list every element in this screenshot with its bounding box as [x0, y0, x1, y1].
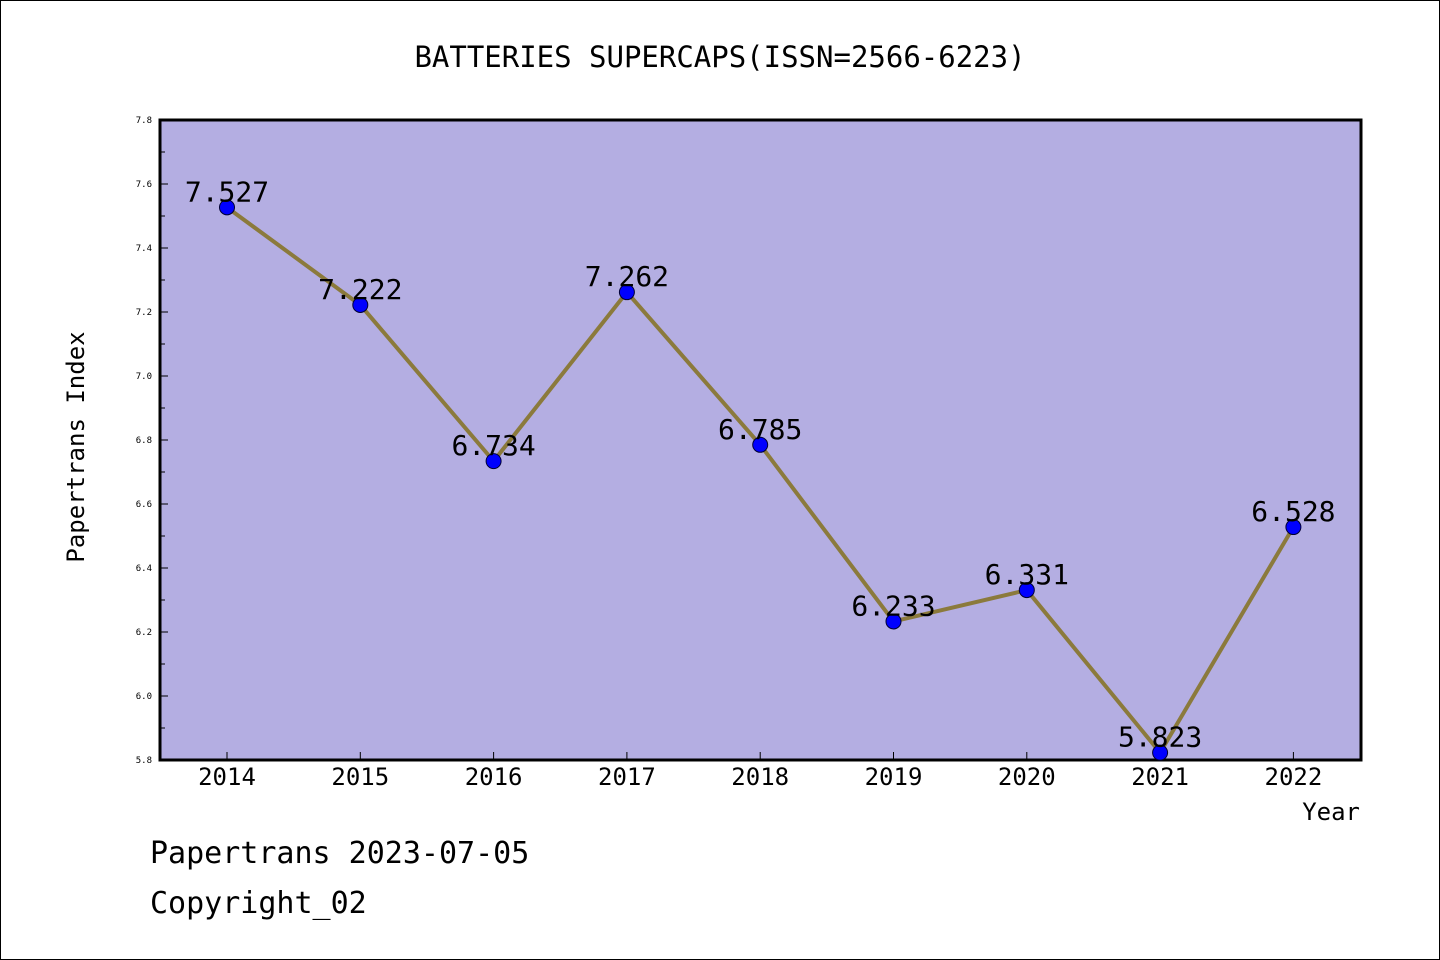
data-point	[352, 296, 369, 313]
data-point	[885, 613, 902, 630]
x-axis: 2014 2015 2016 2017 2018 2019 2020 2021 2022	[198, 752, 1322, 791]
footer-date: Papertrans 2023-07-05	[150, 836, 530, 871]
y-tick-label: 7.8	[136, 116, 152, 126]
data-point	[752, 436, 769, 453]
y-tick-label: 5.8	[136, 756, 152, 766]
x-tick-label: 2015	[331, 763, 389, 791]
x-tick-label: 2014	[198, 763, 256, 791]
data-label: 6.331	[985, 558, 1069, 591]
y-tick-label: 7.4	[136, 244, 152, 254]
y-axis-label: Papertrans Index	[62, 331, 90, 562]
data-label: 6.233	[851, 589, 935, 622]
y-tick-label: 6.4	[136, 564, 152, 574]
data-label: 6.785	[718, 413, 802, 446]
x-tick-label: 2022	[1265, 763, 1323, 791]
x-tick-label: 2021	[1131, 763, 1189, 791]
y-tick-label: 6.2	[136, 628, 152, 638]
x-axis-label: Year	[1302, 798, 1360, 826]
y-axis: 5.8 6.0 6.2 6.4 6.6 6.8 7.0 7.2 7.4 7.6 7.8	[136, 116, 168, 766]
data-point	[219, 199, 235, 216]
data-label: 6.734	[451, 429, 535, 462]
data-labels: 7.527 7.222 6.734 7.262 6.785 6.233 6.331 5.823…	[185, 175, 1336, 753]
data-point	[1018, 582, 1035, 599]
x-tick-label: 2017	[598, 763, 656, 791]
data-label: 6.528	[1251, 495, 1335, 528]
y-tick-label: 7.6	[136, 180, 152, 190]
data-label: 7.262	[585, 260, 669, 293]
y-tick-label: 7.0	[136, 372, 152, 382]
y-tick-label: 6.8	[136, 436, 152, 446]
footer-copyright: Copyright_02	[150, 886, 367, 921]
data-point	[618, 284, 635, 301]
y-tick-label: 6.0	[136, 692, 152, 702]
x-tick-label: 2019	[865, 763, 923, 791]
data-label: 7.527	[185, 175, 269, 208]
y-tick-label: 7.2	[136, 308, 152, 318]
data-label: 5.823	[1118, 721, 1202, 754]
x-tick-label: 2020	[998, 763, 1056, 791]
y-tick-label: 6.6	[136, 500, 152, 510]
x-tick-label: 2016	[465, 763, 523, 791]
x-tick-label: 2018	[731, 763, 789, 791]
data-point	[485, 453, 502, 470]
data-point	[1152, 744, 1169, 761]
chart-title: BATTERIES SUPERCAPS(ISSN=2566-6223)	[414, 40, 1025, 74]
data-points	[219, 199, 1302, 761]
data-label: 7.222	[318, 273, 402, 306]
data-point	[1285, 519, 1302, 536]
plot-area	[158, 118, 1363, 762]
